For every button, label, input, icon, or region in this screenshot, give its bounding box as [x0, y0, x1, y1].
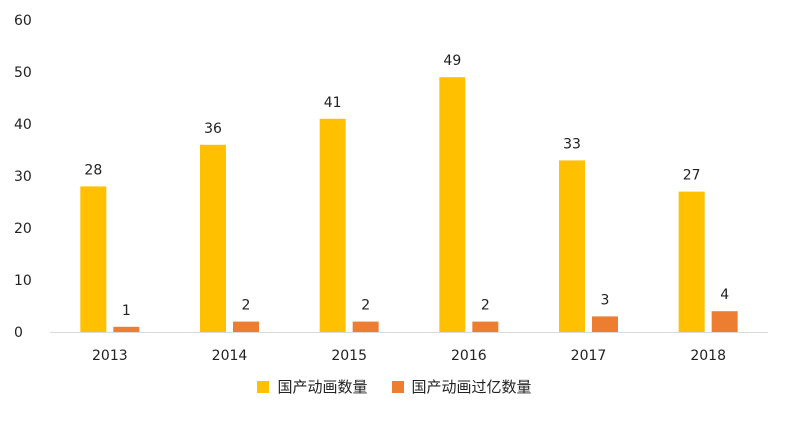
bar-chart: 0 10 20 30 40 50 60 28 1 2013 36 2 2014 41 2 2015 49 2 201…: [14, 13, 768, 364]
x-tick-label: 2015: [331, 348, 367, 364]
y-tick-label: 10: [14, 273, 32, 289]
x-tick-label: 2018: [690, 348, 726, 364]
data-label-series-1: 41: [324, 95, 342, 111]
legend-swatch-series-1: [257, 380, 270, 393]
data-label-series-2: 4: [720, 287, 729, 303]
data-label-series-1: 27: [683, 168, 701, 184]
legend-label-series-1: 国产动画数量: [277, 378, 368, 396]
legend-swatch-series-2: [391, 380, 404, 393]
bar-series-1: [559, 160, 585, 332]
bar-series-2: [113, 326, 140, 332]
data-label-series-1: 33: [563, 136, 581, 152]
y-tick-label: 20: [14, 221, 32, 237]
bar-series-2: [711, 311, 738, 332]
data-label-series-1: 49: [443, 53, 461, 69]
bar-series-2: [472, 321, 499, 332]
bar-series-1: [439, 77, 466, 332]
legend-item-series-2: 国产动画过亿数量: [391, 376, 532, 397]
data-label-series-2: 2: [361, 298, 370, 314]
bar-series-2: [352, 321, 379, 332]
data-label-series-1: 28: [84, 162, 102, 178]
bar-series-2: [592, 316, 618, 332]
bar-series-1: [678, 191, 705, 332]
data-label-series-2: 3: [601, 292, 610, 308]
y-tick-label: 60: [14, 13, 32, 29]
y-tick-label: 50: [14, 65, 32, 81]
bar-series-1: [319, 118, 346, 332]
x-tick-label: 2017: [571, 348, 607, 364]
y-tick-label: 40: [14, 117, 32, 133]
x-tick-label: 2016: [451, 348, 487, 364]
x-tick-label: 2013: [92, 348, 128, 364]
legend-label-series-2: 国产动画过亿数量: [411, 378, 532, 396]
data-label-series-1: 36: [204, 121, 222, 137]
bar-series-2: [233, 321, 259, 332]
bar-series-1: [200, 144, 226, 332]
data-label-series-2: 2: [242, 298, 251, 314]
x-tick-label: 2014: [212, 348, 248, 364]
bar-series-1: [80, 186, 107, 332]
data-label-series-2: 1: [122, 303, 131, 319]
legend: 国产动画数量 国产动画过亿数量: [0, 376, 789, 397]
y-tick-label: 30: [14, 169, 32, 185]
legend-item-series-1: 国产动画数量: [257, 376, 368, 397]
y-tick-label: 0: [14, 325, 23, 341]
data-label-series-2: 2: [481, 298, 490, 314]
